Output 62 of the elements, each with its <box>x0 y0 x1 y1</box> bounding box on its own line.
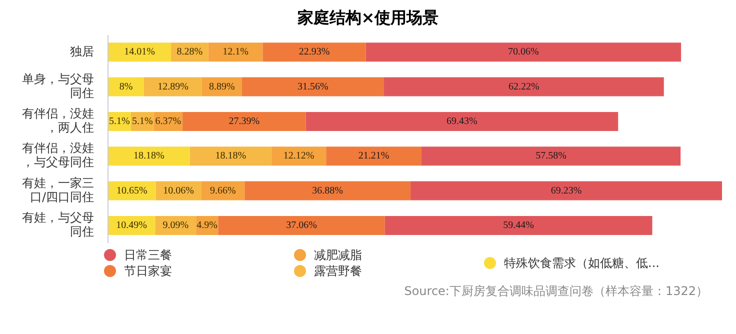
source-note: Source:下厨房复合调味品调查问卷（样本容量：1322） <box>403 283 709 300</box>
data-label: 10.06% <box>163 185 194 196</box>
data-label: 59.44% <box>503 220 534 231</box>
bar <box>410 181 722 200</box>
legend-label: 特殊饮食需求（如低糖、低... <box>504 254 660 272</box>
data-label: 62.22% <box>508 81 540 92</box>
legend-label: 减肥减脂 <box>314 246 362 264</box>
data-label: 10.49% <box>116 220 148 231</box>
bar <box>108 77 144 96</box>
bar <box>108 42 172 62</box>
data-label: 9.66% <box>210 185 236 196</box>
bar <box>422 146 681 166</box>
legend-label: 节日家宴 <box>124 262 172 280</box>
data-label: 8% <box>119 81 133 92</box>
data-label: 6.37% <box>155 116 182 127</box>
bar <box>366 42 682 62</box>
data-label: 10.65% <box>116 185 148 196</box>
legend-label: 日常三餐 <box>124 246 172 264</box>
bar <box>208 42 263 62</box>
y-tick-label: 有娃，与父母同住 <box>22 210 94 239</box>
chart-title: 家庭结构×使用场景 <box>296 8 440 29</box>
data-label: 12.89% <box>158 81 188 92</box>
data-label: 18.18% <box>133 150 164 162</box>
bar <box>182 112 306 131</box>
data-label: 70.06% <box>508 46 539 58</box>
data-label: 9.09% <box>162 220 189 231</box>
y-tick-label: 有娃，一家三口/四口同住 <box>22 176 94 204</box>
data-label: 36.88% <box>312 185 344 196</box>
data-label: 21.21% <box>358 150 390 162</box>
data-label: 18.18% <box>215 150 246 162</box>
bar <box>144 77 202 96</box>
data-label: 57.58% <box>536 150 566 162</box>
bar <box>190 146 272 166</box>
y-tick-label: 有伴侣，没娃，与父母同住 <box>22 141 94 170</box>
data-label: 12.1% <box>222 46 248 58</box>
bar <box>272 146 326 166</box>
data-label: 12.12% <box>283 150 314 162</box>
data-label: 22.93% <box>298 46 330 58</box>
bar <box>326 146 422 166</box>
y-tick-label: 单身，与父母同住 <box>22 72 94 100</box>
data-label: 69.23% <box>550 185 582 196</box>
data-label: 27.39% <box>228 116 260 127</box>
y-tick-label: 独居 <box>70 44 94 59</box>
bar <box>306 112 618 131</box>
bar <box>218 216 385 235</box>
data-label: 14.01% <box>124 46 155 58</box>
data-label: 8.28% <box>176 46 203 58</box>
data-label: 8.89% <box>209 81 235 92</box>
data-label: 37.06% <box>286 220 317 231</box>
bar <box>384 77 664 96</box>
bar <box>242 77 384 96</box>
data-label: 69.43% <box>446 116 478 127</box>
bar <box>244 181 411 200</box>
data-label: 5.1% <box>109 116 130 127</box>
legend-label: 露营野餐 <box>314 262 362 280</box>
data-label: 5.1% <box>132 116 153 127</box>
bar <box>384 216 652 235</box>
y-tick-label: 有伴侣，没娃，两人住 <box>22 106 94 135</box>
data-label: 31.56% <box>298 81 328 92</box>
bar <box>262 42 366 62</box>
bar <box>108 146 190 166</box>
data-label: 4.9% <box>196 220 218 231</box>
